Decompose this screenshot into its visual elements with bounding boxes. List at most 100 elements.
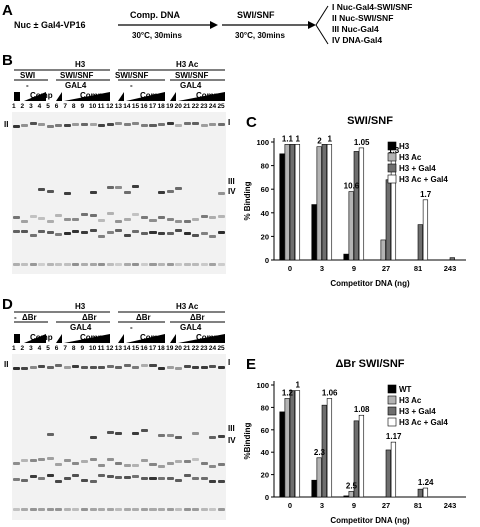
y-tick-label: 40 [261, 209, 269, 218]
gel-band [106, 430, 114, 434]
y-tick-label: 60 [261, 426, 269, 435]
lane-number: 23 [200, 103, 208, 110]
gel-band [192, 365, 200, 369]
gel-band [158, 216, 166, 220]
b-swi-label: SWI [20, 71, 36, 80]
gel-band [63, 458, 71, 462]
product-4: IV DNA-Gal4 [332, 35, 383, 45]
gel-band [183, 122, 191, 126]
gel-band [149, 508, 157, 512]
start-text: Nuc ± Gal4-VP16 [14, 20, 86, 30]
gel-lane [72, 354, 80, 520]
gel-band [21, 229, 29, 233]
gel-band [209, 480, 217, 484]
gel-lane [12, 112, 20, 274]
gel-lane [149, 354, 157, 520]
gel-lane [183, 354, 191, 520]
gel-lane [98, 112, 106, 274]
gel-band [63, 365, 71, 369]
lane-number: 21 [183, 103, 191, 110]
gel-band [158, 464, 166, 468]
lane-number: 13 [114, 345, 122, 352]
gel-band [183, 365, 191, 369]
bar [417, 224, 423, 261]
gel-band [38, 187, 46, 191]
lane-number: 24 [208, 103, 217, 110]
bar [385, 179, 391, 261]
gel-band [217, 479, 225, 483]
legend-swatch [387, 163, 397, 173]
gel-lane [192, 112, 200, 274]
d-marker-IV: IV [228, 436, 236, 445]
gel-band [29, 122, 37, 126]
gel-lane [200, 112, 208, 274]
gel-band [38, 229, 46, 233]
legend-label: H3 + Gal4 [399, 407, 436, 416]
b-swisnf2-label: SWI/SNF [115, 71, 149, 80]
gel-band [55, 364, 63, 368]
x-tick-label: 0 [288, 264, 292, 273]
gel-band [12, 229, 20, 233]
lane-number: 9 [80, 103, 85, 110]
gel-lane [175, 354, 183, 520]
bar-annotation: 1.1 [282, 134, 294, 143]
gel-band [98, 235, 106, 239]
gel-band [98, 365, 106, 369]
gel-band [21, 366, 29, 370]
gel-band [217, 508, 225, 512]
gel-band [175, 459, 183, 463]
gel-lane [38, 112, 46, 274]
bar-annotation: 1.06 [322, 388, 338, 397]
bar [284, 144, 290, 261]
gel-band [132, 508, 140, 512]
gel-image-b [12, 112, 226, 274]
product-2: II Nuc-SWI/SNF [332, 13, 394, 23]
gel-band [98, 218, 106, 222]
gel-band [12, 477, 20, 481]
gel-band [46, 366, 54, 370]
gel-band [123, 476, 131, 480]
gel-band [46, 262, 54, 266]
bar [449, 257, 455, 261]
gel-band [12, 262, 20, 266]
gel-lane [166, 354, 174, 520]
gel-band [209, 508, 217, 512]
lane-number: 15 [131, 103, 140, 110]
gel-band [158, 232, 166, 236]
y-tick-label: 80 [261, 162, 269, 171]
d-comp2: Comp [80, 333, 103, 342]
gel-band [12, 461, 20, 465]
b-marker-II: II [4, 120, 9, 129]
x-tick-label: 81 [414, 264, 422, 273]
bar-annotation: 10.6 [344, 182, 360, 191]
gel-band [21, 479, 29, 483]
gel-band [106, 212, 114, 216]
gel-band [21, 459, 29, 463]
gel-band [38, 365, 46, 369]
bar [385, 449, 391, 498]
lane-number: 21 [183, 345, 191, 352]
gel-band [175, 229, 183, 233]
bar [326, 398, 333, 498]
gel-band [21, 262, 29, 266]
gel-band [123, 464, 131, 468]
gel-band [140, 508, 148, 512]
d-gal4a: GAL4 [70, 323, 92, 332]
d-dbr2: ΔBr [82, 313, 97, 322]
panel-e-label: E [246, 356, 257, 373]
gel-band [132, 229, 140, 233]
bar [326, 144, 333, 261]
gel-band [115, 122, 123, 126]
gel-band [140, 123, 148, 127]
x-axis-label: Competitor DNA (ng) [330, 516, 410, 525]
gel-band [209, 464, 217, 468]
gel-band [200, 476, 208, 480]
d-lane-numbers: 1 2 3 4 5 6 7 8 9 10 11 12 13 14 15 16 17 18 19 20 21 22 23 24 2… [12, 345, 232, 355]
b-gal4-label: GAL4 [65, 81, 87, 90]
gel-lane [106, 112, 114, 274]
bar-annotation: 1.7 [420, 190, 432, 199]
gel-band [200, 215, 208, 219]
gel-band [200, 124, 208, 128]
lane-number: 14 [123, 103, 131, 110]
bar [358, 414, 365, 498]
